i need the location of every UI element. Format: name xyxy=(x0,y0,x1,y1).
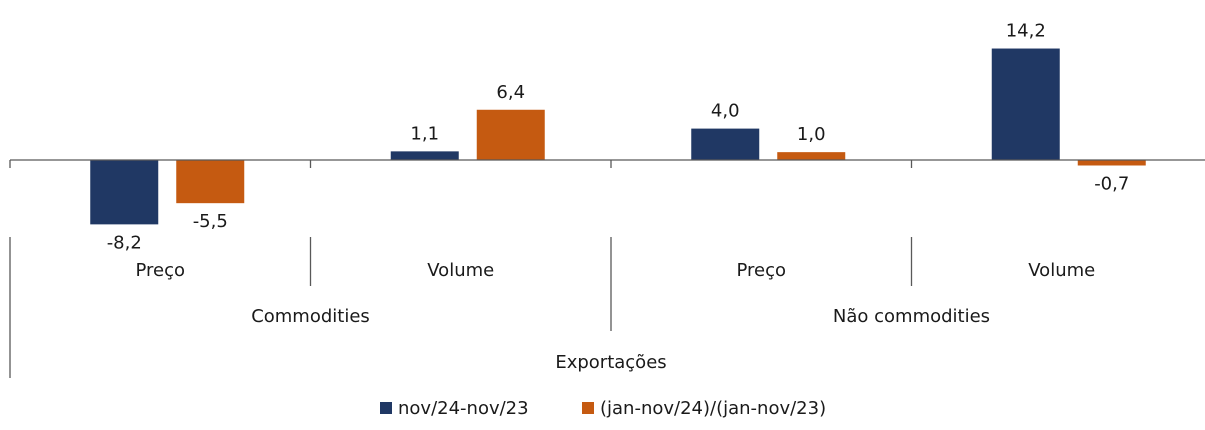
bars-layer xyxy=(90,48,1146,225)
category-label: Volume xyxy=(427,260,494,281)
data-label: 14,2 xyxy=(1006,21,1046,42)
legend: nov/24-nov/23 (jan-nov/24)/(jan-nov/23) xyxy=(380,398,826,419)
legend-label-2: (jan-nov/24)/(jan-nov/23) xyxy=(600,398,826,419)
category-label: Volume xyxy=(1028,260,1095,281)
category-axis-layer: Preço Volume Preço Volume Commodities Não com… xyxy=(9,237,1095,378)
category-label: Preço xyxy=(135,260,185,281)
bar-series2-2 xyxy=(476,109,545,160)
supergroup-label: Exportações xyxy=(555,352,666,373)
bar-series1-2 xyxy=(390,151,459,160)
bar-series2-3 xyxy=(777,152,846,160)
data-label: 4,0 xyxy=(711,101,740,122)
data-label: -8,2 xyxy=(107,232,142,253)
data-labels-layer: -8,2 1,1 4,0 14,2 -5,5 6,4 1,0 -0,7 xyxy=(107,21,1130,254)
data-label: -0,7 xyxy=(1094,173,1129,194)
bar-series1-1 xyxy=(90,160,159,225)
bar-series1-4 xyxy=(991,48,1060,160)
data-label: -5,5 xyxy=(193,211,228,232)
axis-layer xyxy=(9,159,1205,168)
data-label: 1,1 xyxy=(410,123,439,144)
legend-swatch-2 xyxy=(582,402,594,414)
data-label: 6,4 xyxy=(496,82,525,103)
bar-series1-3 xyxy=(691,128,760,160)
bar-series2-4 xyxy=(1077,160,1146,166)
legend-label-1: nov/24-nov/23 xyxy=(398,398,529,419)
group-label: Commodities xyxy=(251,306,370,327)
group-label: Não commodities xyxy=(833,306,990,327)
category-label: Preço xyxy=(736,260,786,281)
data-label: 1,0 xyxy=(797,124,826,145)
bar-series2-1 xyxy=(176,160,245,204)
legend-swatch-1 xyxy=(380,402,392,414)
